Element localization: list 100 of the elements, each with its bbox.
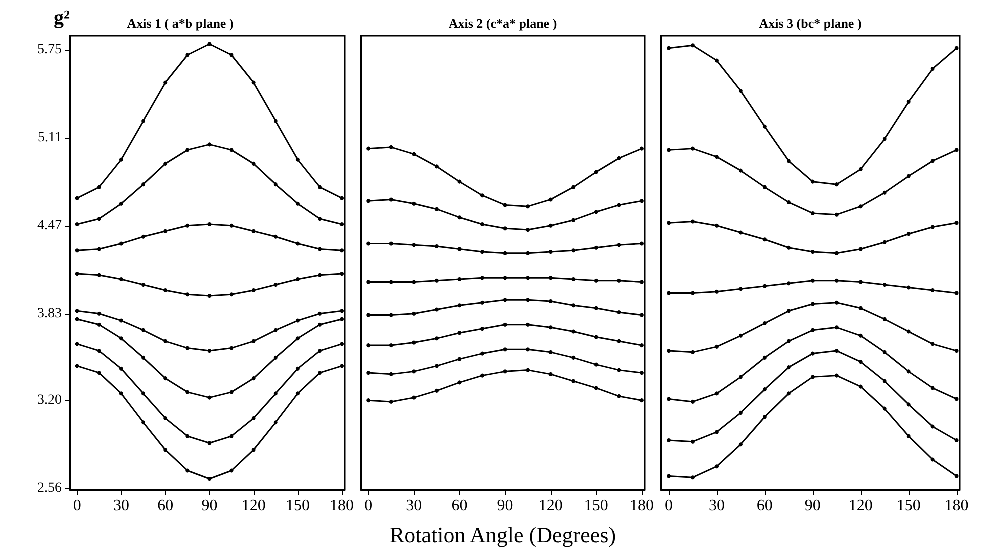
point: [296, 202, 300, 206]
point: [640, 344, 644, 348]
point: [340, 272, 344, 276]
point: [340, 196, 344, 200]
point: [164, 416, 168, 420]
point: [690, 44, 695, 48]
point: [834, 182, 839, 187]
point: [786, 392, 791, 396]
point: [526, 251, 530, 256]
point: [882, 240, 887, 244]
point: [186, 292, 190, 297]
point: [548, 372, 553, 376]
point: [296, 158, 300, 162]
point: [389, 242, 394, 246]
point: [810, 328, 815, 332]
point: [858, 334, 863, 338]
x-axis-title: Rotation Angle (Degrees): [390, 522, 616, 548]
point: [412, 396, 416, 400]
x-tick-label: 0: [664, 498, 673, 514]
point: [572, 218, 576, 222]
point: [594, 335, 598, 340]
point: [786, 309, 791, 314]
point: [690, 291, 695, 296]
point: [617, 203, 622, 208]
point: [930, 458, 935, 462]
point: [738, 375, 743, 380]
point: [434, 388, 439, 393]
point: [738, 89, 743, 94]
point: [97, 312, 102, 316]
point: [762, 415, 767, 420]
point: [164, 288, 168, 293]
point: [252, 288, 256, 293]
point: [954, 46, 959, 50]
point: [458, 357, 462, 362]
point: [458, 278, 462, 282]
point: [75, 196, 80, 200]
point: [252, 80, 256, 85]
point: [318, 312, 322, 316]
point: [480, 374, 484, 378]
point: [503, 276, 508, 280]
point: [412, 340, 416, 345]
point: [458, 180, 462, 184]
x-tick-label: 180: [944, 498, 969, 514]
point: [97, 247, 102, 252]
point: [526, 204, 530, 209]
point: [714, 155, 719, 160]
point: [164, 80, 168, 85]
point: [954, 148, 959, 152]
point: [164, 339, 168, 344]
point: [834, 300, 839, 305]
point: [503, 298, 508, 302]
point: [834, 251, 839, 256]
point: [858, 204, 863, 209]
x-tick-label: 30: [406, 498, 422, 514]
chart-title: Axis 2 (c*a* plane ): [448, 16, 558, 31]
point: [930, 288, 935, 293]
point: [882, 317, 887, 322]
point: [75, 342, 80, 346]
chart-title: Axis 1 ( a*b plane ): [127, 16, 234, 31]
point: [738, 168, 743, 173]
point: [930, 67, 935, 72]
x-tick-label: 90: [497, 498, 514, 514]
point: [930, 225, 935, 230]
point: [617, 156, 622, 160]
point: [318, 247, 322, 252]
point: [572, 330, 576, 334]
point: [208, 222, 212, 226]
x-tick-label: 30: [708, 498, 725, 514]
point: [119, 242, 124, 246]
point: [906, 100, 911, 104]
point: [714, 290, 719, 294]
point: [458, 216, 462, 220]
y-tick-label: 5.11: [38, 130, 62, 146]
point: [594, 246, 598, 250]
point: [230, 53, 234, 58]
point: [208, 294, 212, 298]
point: [230, 224, 234, 228]
point: [834, 349, 839, 354]
point: [834, 212, 839, 217]
point: [667, 221, 671, 226]
point: [714, 58, 719, 63]
point: [97, 273, 102, 278]
point: [142, 234, 146, 239]
point: [640, 313, 644, 318]
point: [274, 392, 278, 396]
point: [142, 283, 146, 288]
point: [786, 246, 791, 250]
x-tick-label: 0: [73, 498, 82, 514]
point: [640, 398, 644, 403]
x-tick-label: 30: [113, 498, 130, 514]
point: [230, 468, 234, 473]
point: [208, 476, 212, 481]
point: [762, 238, 767, 242]
point: [366, 146, 371, 151]
point: [230, 346, 234, 350]
point: [617, 278, 622, 283]
point: [834, 326, 839, 330]
point: [906, 402, 911, 407]
point: [75, 248, 80, 253]
point: [318, 349, 322, 354]
